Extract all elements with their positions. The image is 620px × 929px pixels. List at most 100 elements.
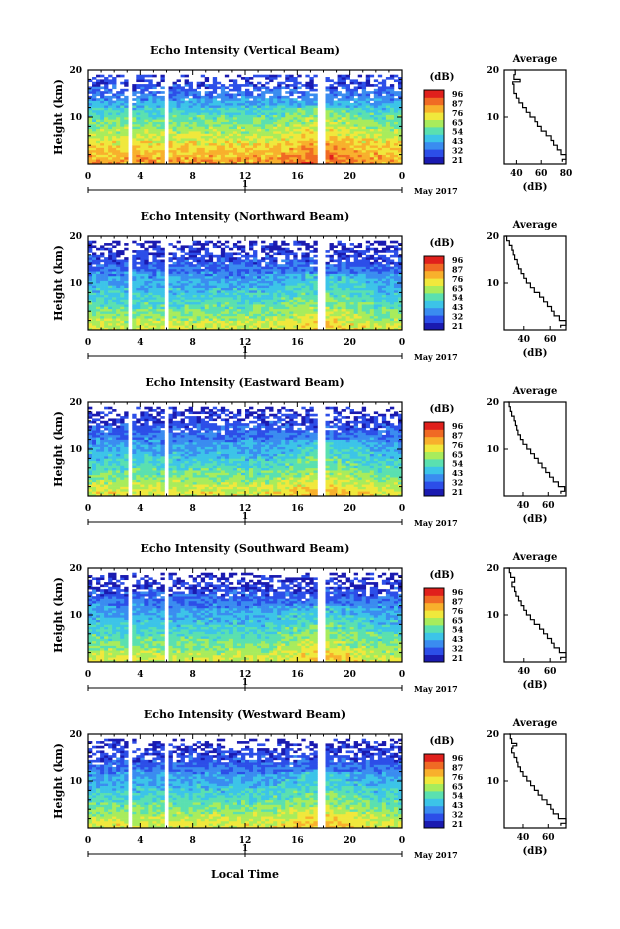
heatmap-cell <box>236 287 242 291</box>
heatmap-cell <box>261 299 266 303</box>
heatmap-cell <box>293 140 298 144</box>
heatmap-cell <box>281 292 286 296</box>
heatmap-cell <box>337 156 342 160</box>
heatmap-cell <box>245 128 250 132</box>
heatmap-cell <box>349 325 354 328</box>
heatmap-cell <box>104 261 109 265</box>
heatmap-cell <box>353 159 359 162</box>
heatmap-cell <box>124 264 129 267</box>
heatmap-cell <box>253 264 258 267</box>
heatmap-cell <box>289 280 294 284</box>
heatmap-cell <box>216 154 222 158</box>
heatmap-cell <box>160 86 165 90</box>
heatmap-cell <box>236 140 242 144</box>
heatmap-cell <box>124 131 129 134</box>
heatmap-cell <box>132 142 137 146</box>
heatmap-cell <box>88 280 93 284</box>
heatmap-cell <box>88 268 93 272</box>
heatmap-cell <box>393 124 399 127</box>
heatmap-cell <box>341 275 346 279</box>
heatmap-cell <box>180 273 185 277</box>
heatmap-cell <box>156 100 161 104</box>
heatmap-cell <box>204 147 210 151</box>
heatmap-cell <box>281 320 286 324</box>
heatmap-cell <box>188 105 193 108</box>
heatmap-cell <box>345 273 350 277</box>
heatmap-cell <box>349 280 354 284</box>
heatmap-cell <box>249 292 254 296</box>
heatmap-cell <box>188 119 193 122</box>
heatmap-cell <box>148 126 153 130</box>
heatmap-cell <box>212 112 218 115</box>
heatmap-cell <box>261 138 266 141</box>
heatmap-cell <box>329 308 334 312</box>
heatmap-cell <box>180 100 185 104</box>
heatmap-cell <box>172 290 177 293</box>
heatmap-cell <box>108 243 113 246</box>
heatmap-cell <box>293 142 298 146</box>
heatmap-cell <box>293 91 298 94</box>
colorbar-segment <box>424 104 444 113</box>
heatmap-cell <box>297 278 302 281</box>
heatmap-cell <box>204 294 210 298</box>
heatmap-cell <box>381 140 387 144</box>
heatmap-cell <box>289 325 294 328</box>
heatmap-cell <box>357 252 363 256</box>
heatmap-cell <box>216 128 222 132</box>
heatmap-cell <box>361 304 367 307</box>
heatmap-cell <box>148 135 153 139</box>
heatmap-cell <box>148 290 153 293</box>
heatmap-cell <box>365 107 371 111</box>
heatmap-cell <box>152 259 157 263</box>
heatmap-cell <box>349 91 354 94</box>
heatmap-cell <box>353 138 359 141</box>
heatmap-cell <box>236 109 242 113</box>
heatmap-cell <box>377 121 383 125</box>
heatmap-cell <box>313 154 318 158</box>
heatmap-cell <box>236 259 242 263</box>
heatmap-cell <box>385 131 391 134</box>
heatmap-cell <box>345 254 350 258</box>
heatmap-cell <box>285 315 290 319</box>
heatmap-cell <box>245 254 250 258</box>
heatmap-cell <box>289 308 294 312</box>
heatmap-cell <box>309 273 314 277</box>
heatmap-cell <box>192 315 197 319</box>
heatmap-cell <box>253 285 258 288</box>
heatmap-cell <box>293 81 298 85</box>
heatmap-cell <box>365 135 371 139</box>
heatmap-cell <box>293 268 298 272</box>
heatmap-cell <box>144 142 149 146</box>
heatmap-cell <box>100 147 105 151</box>
heatmap-cell <box>140 261 145 265</box>
heatmap-cell <box>136 147 141 151</box>
heatmap-cell <box>228 271 234 274</box>
heatmap-cell <box>220 149 226 153</box>
heatmap-cell <box>100 114 105 118</box>
heatmap-cell <box>309 301 314 305</box>
heatmap-cell <box>152 109 157 113</box>
heatmap-cell <box>289 250 294 253</box>
heatmap-cell <box>285 327 290 331</box>
x-tick-label: 0 <box>399 172 405 182</box>
heatmap-cell <box>140 304 145 307</box>
heatmap-cell <box>365 320 371 324</box>
heatmap-cell <box>329 100 334 104</box>
heatmap-cell <box>289 290 294 293</box>
heatmap-cell <box>184 318 189 321</box>
heatmap-cell <box>365 266 371 270</box>
heatmap-cell <box>261 308 266 312</box>
heatmap-cell <box>353 301 359 305</box>
heatmap-cell <box>136 140 141 144</box>
colorbar-tick-label: 87 <box>452 98 463 108</box>
heatmap-cell <box>204 121 210 125</box>
heatmap-cell <box>297 135 302 139</box>
heatmap-cell <box>232 280 238 284</box>
heatmap-cell <box>208 322 214 326</box>
heatmap-cell <box>96 320 101 324</box>
heatmap-cell <box>148 112 153 115</box>
heatmap-cell <box>269 112 274 115</box>
heatmap-cell <box>297 287 302 291</box>
heatmap-cell <box>124 294 129 298</box>
heatmap-cell <box>92 261 97 265</box>
